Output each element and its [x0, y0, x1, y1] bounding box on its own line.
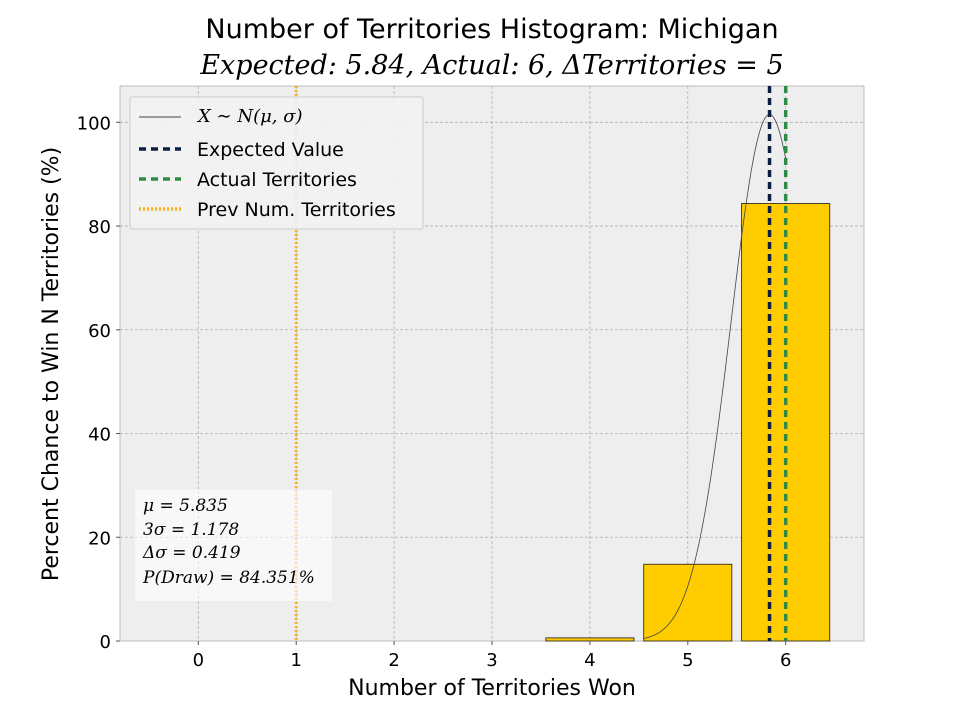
- chart-subtitle: Expected: 5.84, Actual: 6, ΔTerritories …: [199, 50, 783, 81]
- y-tick-label-100: 100: [77, 113, 111, 134]
- legend-label-normal: X ∼ N(μ, σ): [196, 106, 303, 127]
- stats-box: μ = 5.835 3σ = 1.178 Δσ = 0.419 P(Draw) …: [135, 490, 332, 601]
- bars: [545, 203, 831, 642]
- x-axis-label: Number of Territories Won: [348, 676, 636, 701]
- legend-box: [129, 96, 424, 230]
- bar-4: [545, 637, 635, 642]
- y-tick-label-0: 0: [100, 632, 111, 653]
- legend-label-prev: Prev Num. Territories: [197, 199, 396, 221]
- legend-label-expected: Expected Value: [197, 139, 344, 161]
- y-tick-labels: 0 20 40 60 80 100: [77, 113, 120, 653]
- legend: X ∼ N(μ, σ) Expected Value Actual Territ…: [129, 96, 424, 230]
- stats-3sigma: 3σ = 1.178: [143, 520, 239, 540]
- bar-5: [643, 563, 733, 642]
- stats-box-bg: [135, 490, 332, 601]
- x-tick-label-2: 2: [388, 650, 399, 671]
- y-tick-label-40: 40: [88, 425, 111, 446]
- x-tick-label-1: 1: [290, 650, 301, 671]
- stats-mu: μ = 5.835: [143, 496, 228, 516]
- x-tick-label-0: 0: [193, 650, 204, 671]
- x-tick-labels: 0 1 2 3 4 5 6: [193, 641, 791, 671]
- x-tick-label-3: 3: [486, 650, 497, 671]
- normal-curve-layer: [643, 114, 787, 639]
- x-tick-label-4: 4: [584, 650, 595, 671]
- stats-p-draw: P(Draw) = 84.351%: [142, 568, 315, 588]
- y-tick-label-20: 20: [88, 528, 111, 549]
- legend-label-actual: Actual Territories: [197, 169, 357, 191]
- y-tick-label-60: 60: [88, 321, 111, 342]
- x-tick-label-5: 5: [682, 650, 693, 671]
- stats-delta-sigma: Δσ = 0.419: [142, 543, 241, 563]
- y-tick-label-80: 80: [88, 217, 111, 238]
- normal-curve: [643, 114, 787, 639]
- chart-title: Number of Territories Histogram: Michiga…: [205, 14, 778, 45]
- x-tick-label-6: 6: [780, 650, 791, 671]
- y-axis-label: Percent Chance to Win N Territories (%): [39, 147, 64, 581]
